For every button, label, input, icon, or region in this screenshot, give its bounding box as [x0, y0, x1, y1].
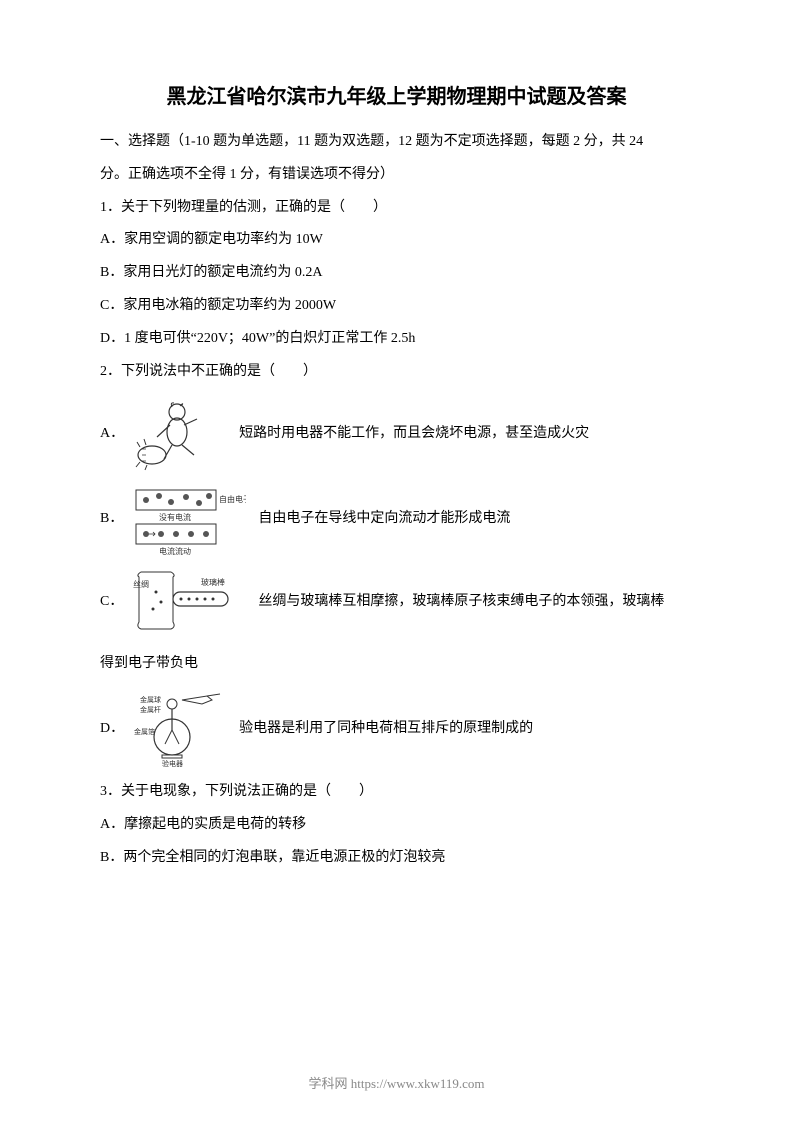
q3-option-b: B．两个完全相同的灯泡串联，靠近电源正极的灯泡较亮: [100, 843, 693, 874]
svg-text:金属箔: 金属箔: [134, 727, 155, 736]
svg-text:金属球: 金属球: [140, 695, 161, 704]
q2-stem: 2．下列说法中不正确的是（ ）: [100, 357, 693, 388]
svg-text:电流流动: 电流流动: [159, 546, 191, 556]
q1-stem: 1．关于下列物理量的估测，正确的是（ ）: [100, 193, 693, 224]
svg-text:玻璃棒: 玻璃棒: [201, 577, 225, 587]
q2-option-c: C． 丝绸 玻璃棒 丝绸与玻璃棒互相摩擦，玻璃棒原子核束缚电子的本领强，玻璃棒: [100, 567, 693, 637]
q1-option-b: B．家用日光灯的额定电流约为 0.2A: [100, 258, 693, 289]
q2-option-d: D． 金属球 金属杆 金属箔 验电器 验电器是利用了同种电荷相互排斥的原理制成的: [100, 692, 693, 767]
q2-optA-text: 短路时用电器不能工作，而且会烧坏电源，甚至造成火灾: [239, 419, 589, 450]
q3-option-a: A．摩擦起电的实质是电荷的转移: [100, 810, 693, 841]
page-footer: 学科网 https://www.xkw119.com: [0, 1073, 793, 1092]
q2-optD-image: 金属球 金属杆 金属箔 验电器: [132, 692, 227, 767]
q1-option-c: C．家用电冰箱的额定功率约为 2000W: [100, 291, 693, 322]
q2-option-a: A． 短路时用电器不能工作，而且会烧坏电源，甚至造成火灾: [100, 397, 693, 472]
q2-optC-prefix: C．: [100, 587, 123, 618]
q2-option-b: B． 自由电子 没有电流 电流流动 自由电子在导线中定向流动才能形成电流: [100, 482, 693, 557]
svg-text:自由电子: 自由电子: [219, 494, 246, 504]
q2-optB-prefix: B．: [100, 504, 123, 535]
q1-option-d: D．1 度电可供“220V；40W”的白炽灯正常工作 2.5h: [100, 324, 693, 355]
svg-text:金属杆: 金属杆: [140, 705, 161, 714]
instructions-line1: 一、选择题（1-10 题为单选题，11 题为双选题，12 题为不定项选择题，每题…: [100, 127, 693, 158]
q2-optB-image: 自由电子 没有电流 电流流动: [131, 482, 246, 557]
q2-optA-image: [132, 397, 227, 472]
svg-text:验电器: 验电器: [162, 759, 183, 767]
q2-optB-text: 自由电子在导线中定向流动才能形成电流: [258, 504, 510, 535]
page-title: 黑龙江省哈尔滨市九年级上学期物理期中试题及答案: [100, 80, 693, 109]
svg-text:没有电流: 没有电流: [159, 512, 191, 522]
q2-optA-prefix: A．: [100, 419, 124, 450]
q2-optC-image: 丝绸 玻璃棒: [131, 567, 246, 637]
q2-optC-text: 丝绸与玻璃棒互相摩擦，玻璃棒原子核束缚电子的本领强，玻璃棒: [258, 587, 664, 618]
q2-optC-continuation: 得到电子带负电: [100, 649, 693, 680]
instructions-line2: 分。正确选项不全得 1 分，有错误选项不得分）: [100, 160, 693, 191]
q2-optD-text: 验电器是利用了同种电荷相互排斥的原理制成的: [239, 714, 533, 745]
q3-stem: 3．关于电现象，下列说法正确的是（ ）: [100, 777, 693, 808]
svg-text:丝绸: 丝绸: [133, 579, 149, 589]
q1-option-a: A．家用空调的额定电功率约为 10W: [100, 225, 693, 256]
q2-optD-prefix: D．: [100, 714, 124, 745]
